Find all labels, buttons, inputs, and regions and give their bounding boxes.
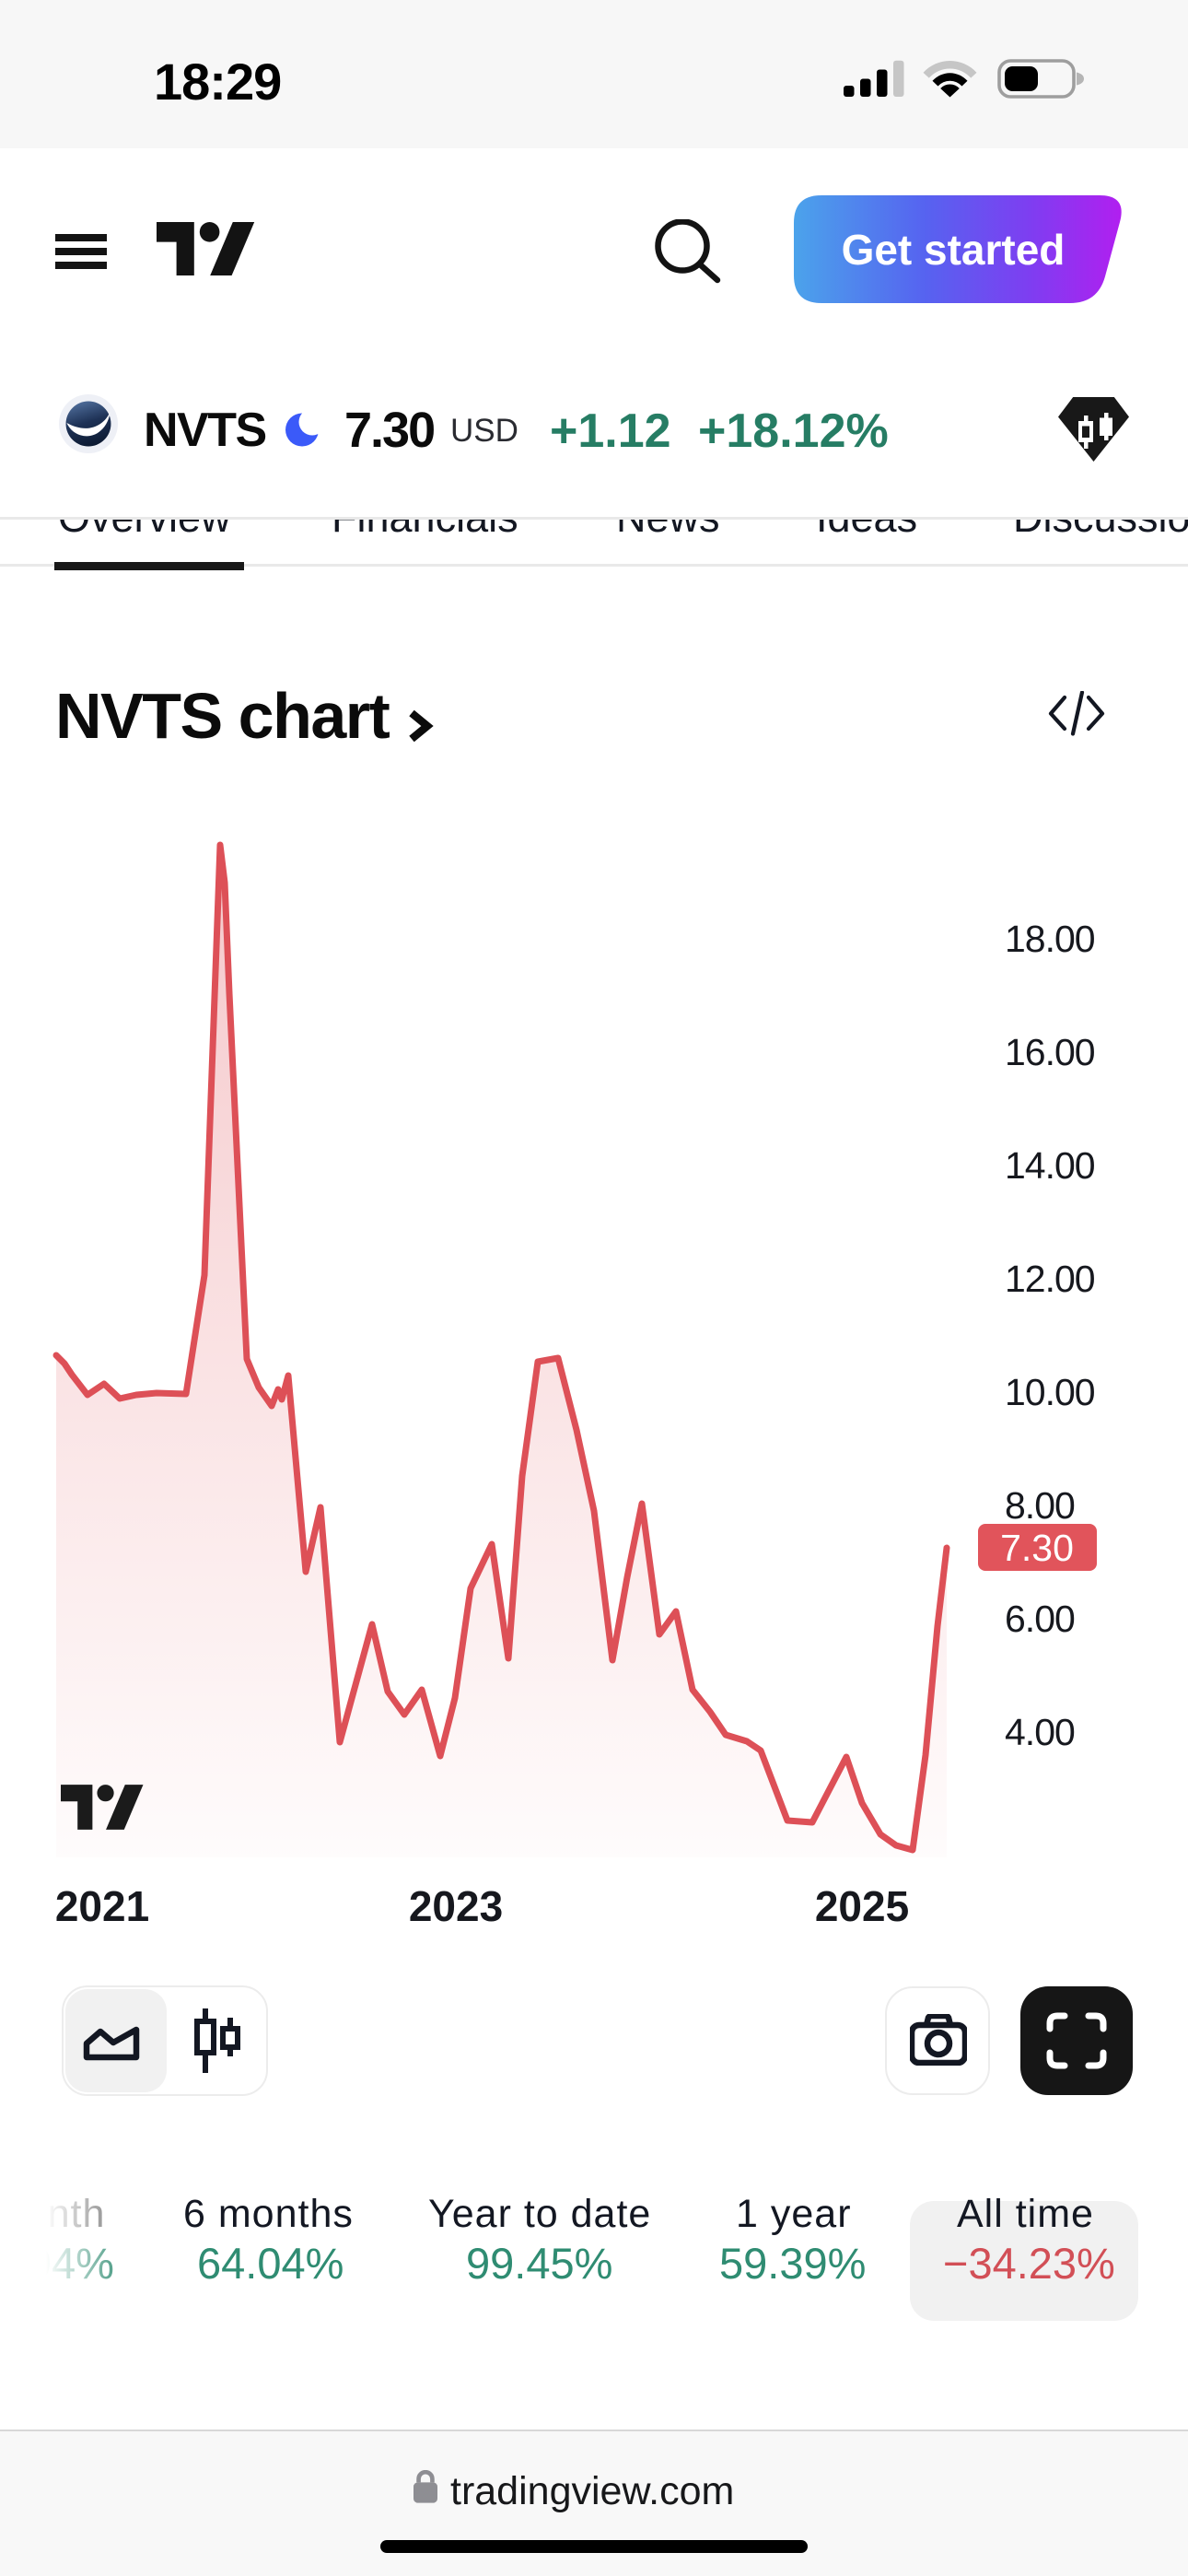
svg-text:7.30: 7.30 — [1000, 1527, 1074, 1569]
svg-text:2025: 2025 — [815, 1882, 909, 1930]
svg-text:6.00: 6.00 — [1005, 1598, 1075, 1640]
svg-text:8.00: 8.00 — [1005, 1484, 1075, 1527]
svg-text:2023: 2023 — [409, 1882, 503, 1930]
svg-text:12.00: 12.00 — [1005, 1258, 1095, 1300]
svg-text:2021: 2021 — [55, 1882, 149, 1930]
svg-text:14.00: 14.00 — [1005, 1144, 1095, 1187]
svg-text:4.00: 4.00 — [1005, 1711, 1075, 1753]
svg-text:18.00: 18.00 — [1005, 918, 1095, 960]
svg-text:10.00: 10.00 — [1005, 1371, 1095, 1413]
svg-text:Get started: Get started — [842, 226, 1066, 274]
svg-text:16.00: 16.00 — [1005, 1031, 1095, 1073]
